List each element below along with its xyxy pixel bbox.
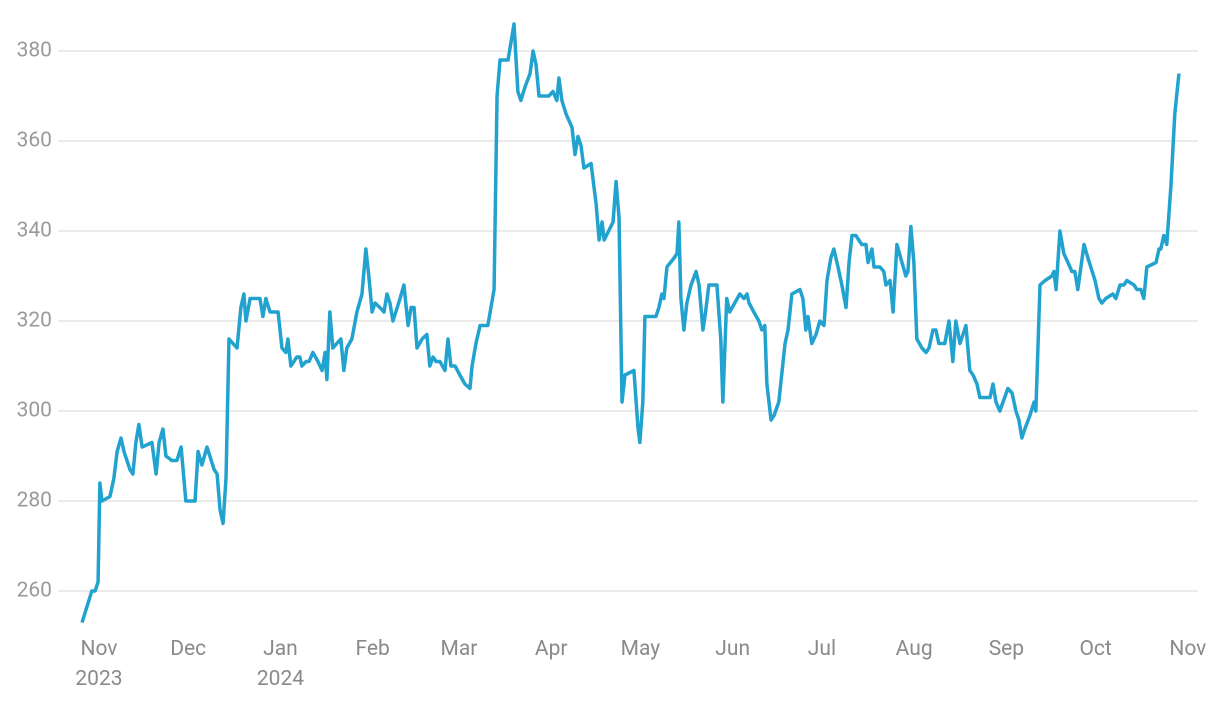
x-tick-label: Sep	[988, 637, 1025, 661]
y-tick-label: 300	[17, 399, 52, 423]
y-tick-label: 320	[17, 309, 52, 333]
x-tick-label: Aug	[895, 637, 933, 661]
x-tick-label: Dec	[170, 637, 207, 661]
x-tick-label: May	[620, 637, 661, 661]
y-tick-label: 280	[17, 489, 52, 513]
x-tick-label: Jun	[715, 637, 751, 661]
x-tick-label: Mar	[440, 637, 478, 661]
x-tick-label: Apr	[534, 637, 568, 661]
x-tick-label: Oct	[1079, 637, 1112, 661]
y-tick-label: 260	[17, 579, 52, 603]
x-tick-label: Nov	[1169, 637, 1207, 661]
x-tick-label: Jul	[807, 637, 837, 661]
x-tick-label: Nov 2023	[75, 637, 123, 691]
y-tick-label: 380	[17, 39, 52, 63]
data-line	[80, 22, 1181, 624]
y-tick-label: 360	[17, 129, 52, 153]
x-tick-label: Jan 2024	[256, 637, 305, 691]
y-tick-label: 340	[17, 219, 52, 243]
x-tick-label: Feb	[355, 637, 390, 661]
